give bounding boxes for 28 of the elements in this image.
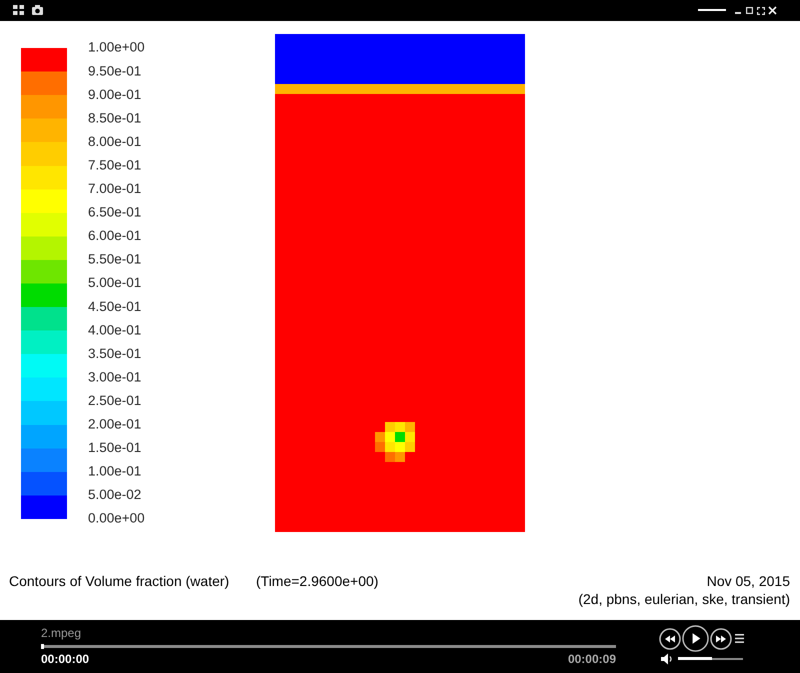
color-bar-label: 9.00e-01 <box>88 86 142 102</box>
color-bar-label: 8.50e-01 <box>88 110 142 126</box>
text: 00:00:00 <box>41 652 90 666</box>
text: 00:00:09 <box>568 652 616 666</box>
color-bar-label: 7.00e-01 <box>88 181 142 196</box>
text: Contours of Volume fraction (water) <box>9 573 230 589</box>
color-bar-label: 2.00e-01 <box>88 416 142 432</box>
color-bar-label: 2.50e-01 <box>88 392 142 408</box>
color-bar-label: 9.50e-01 <box>88 63 142 78</box>
text: 2.mpeg <box>41 626 82 640</box>
color-bar-label: 7.50e-01 <box>88 157 142 172</box>
color-bar-label: 1.50e-01 <box>88 440 142 456</box>
color-bar-label: 3.00e-01 <box>88 369 142 384</box>
color-bar-label: 8.00e-01 <box>88 134 142 149</box>
color-bar-label: 4.50e-01 <box>88 298 142 314</box>
color-bar-label: 1.00e-01 <box>88 464 142 479</box>
color-bar-label: 4.00e-01 <box>88 322 142 338</box>
color-bar-label: 3.50e-01 <box>88 346 142 361</box>
text: Nov 05, 2015 <box>706 573 790 589</box>
color-bar-label: 6.50e-01 <box>88 204 142 220</box>
text: (Time=2.9600e+00) <box>256 573 378 589</box>
color-bar-label: 0.00e+00 <box>88 510 145 526</box>
color-bar-label: 5.00e-01 <box>88 275 142 290</box>
text: (2d, pbns, eulerian, ske, transient) <box>578 591 790 607</box>
color-bar-label: 5.00e-02 <box>88 487 142 502</box>
color-bar-label: 5.50e-01 <box>88 252 142 267</box>
color-bar-label: 6.00e-01 <box>88 228 142 244</box>
color-bar-label: 1.00e+00 <box>88 40 145 55</box>
